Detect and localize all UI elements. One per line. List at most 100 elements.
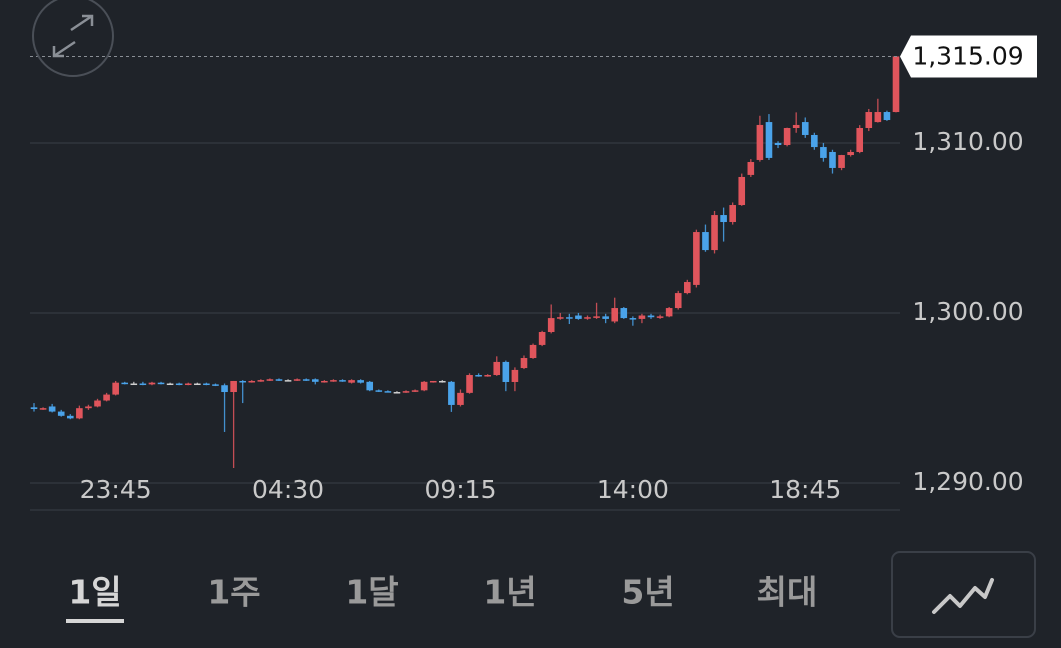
candle-body — [366, 381, 374, 391]
candle-body — [747, 162, 755, 175]
candle-body — [765, 122, 773, 158]
candle-body — [684, 282, 691, 294]
candle-body — [130, 383, 138, 386]
candle-body — [275, 379, 283, 381]
candle-body — [593, 316, 600, 318]
candle-body — [339, 380, 346, 382]
candle-body — [575, 315, 582, 319]
candle-body — [39, 408, 47, 410]
candle-body — [166, 383, 174, 386]
candle-body — [402, 391, 410, 393]
candle-body — [774, 142, 782, 146]
candle-body — [420, 381, 428, 391]
candle-body — [820, 147, 827, 158]
candle-body — [838, 155, 845, 168]
candle-body — [348, 380, 355, 383]
range-button[interactable]: 1달 — [345, 573, 398, 612]
candle-body — [257, 380, 265, 382]
candle-body — [357, 380, 364, 383]
candle-body — [520, 358, 528, 369]
candle-body — [148, 382, 156, 385]
x-tick-label: 04:30 — [252, 475, 324, 504]
candle-body — [239, 380, 246, 383]
candle-body — [184, 383, 192, 386]
candle-body — [384, 391, 392, 393]
candle-body — [892, 56, 900, 113]
candle-body — [865, 112, 873, 129]
candle-body — [538, 332, 546, 345]
candle-body — [457, 392, 464, 405]
y-tick-label: 1,310.00 — [912, 127, 1023, 156]
candle-body — [448, 381, 455, 405]
candle-body — [756, 124, 764, 160]
candle-body — [248, 380, 256, 383]
candle-body — [230, 380, 237, 393]
candle-body — [792, 124, 800, 129]
range-button[interactable]: 최대 — [757, 573, 818, 612]
candle-body — [547, 318, 555, 333]
candle-body — [139, 383, 147, 386]
candle-body — [856, 128, 864, 152]
candle-body — [203, 383, 210, 386]
candle-body — [439, 380, 446, 383]
candle-body — [638, 315, 646, 319]
candle-body — [85, 406, 92, 409]
candle-body — [103, 394, 110, 401]
candle-body — [729, 205, 736, 223]
range-button[interactable]: 1년 — [483, 573, 536, 612]
last-price-label: 1,315.09 — [912, 41, 1023, 70]
candle-body — [66, 415, 74, 419]
range-button[interactable]: 1일 — [68, 573, 121, 612]
candle-body — [493, 361, 501, 376]
selected-underline — [66, 619, 124, 623]
candle-body — [647, 315, 655, 318]
candle-body — [883, 112, 891, 121]
candle-body — [30, 407, 38, 410]
x-tick-label: 14:00 — [597, 475, 669, 504]
candle-body — [393, 392, 401, 394]
candle-body — [411, 390, 419, 392]
candle-body — [266, 379, 274, 381]
plot: 1,290.00 1,300.00 1,310.00 23:45 04:30 09:15 1… — [30, 35, 1037, 504]
candle-body — [121, 382, 129, 385]
candle-body — [738, 176, 746, 206]
candle-body — [566, 317, 573, 319]
candle-body — [584, 317, 591, 319]
candle-body — [720, 215, 727, 223]
candle-body — [783, 128, 791, 146]
candle-body — [665, 308, 673, 317]
candle-body — [620, 308, 628, 319]
candle-body — [375, 390, 383, 392]
range-button[interactable]: 5년 — [621, 573, 674, 612]
candle-body — [602, 316, 609, 319]
y-tick-label: 1,300.00 — [912, 297, 1023, 326]
candle-body — [801, 122, 809, 135]
candle-body — [311, 379, 319, 382]
candle-body — [674, 293, 682, 309]
candle-body — [429, 380, 437, 383]
candle-body — [330, 380, 337, 382]
candle-body — [94, 400, 101, 407]
candle-body — [76, 408, 83, 419]
chart-type-button[interactable] — [891, 551, 1036, 638]
candle-body — [302, 379, 310, 381]
x-tick-label: 09:15 — [424, 475, 496, 504]
candle-body — [175, 383, 183, 386]
x-tick-label: 18:45 — [769, 475, 841, 504]
last-price-tag — [900, 35, 1037, 78]
candle-body — [556, 317, 564, 319]
candle-body — [693, 232, 700, 285]
candle-body — [629, 318, 637, 320]
candle-body — [711, 215, 718, 251]
candle-body — [475, 375, 482, 377]
candle-body — [321, 380, 328, 383]
candle-body — [157, 382, 165, 385]
expand-button[interactable] — [32, 0, 114, 77]
candle-body — [48, 406, 56, 412]
candle-body — [57, 411, 65, 416]
range-button[interactable]: 1주 — [207, 573, 260, 612]
candle-body — [284, 380, 292, 382]
candle-body — [293, 379, 301, 381]
